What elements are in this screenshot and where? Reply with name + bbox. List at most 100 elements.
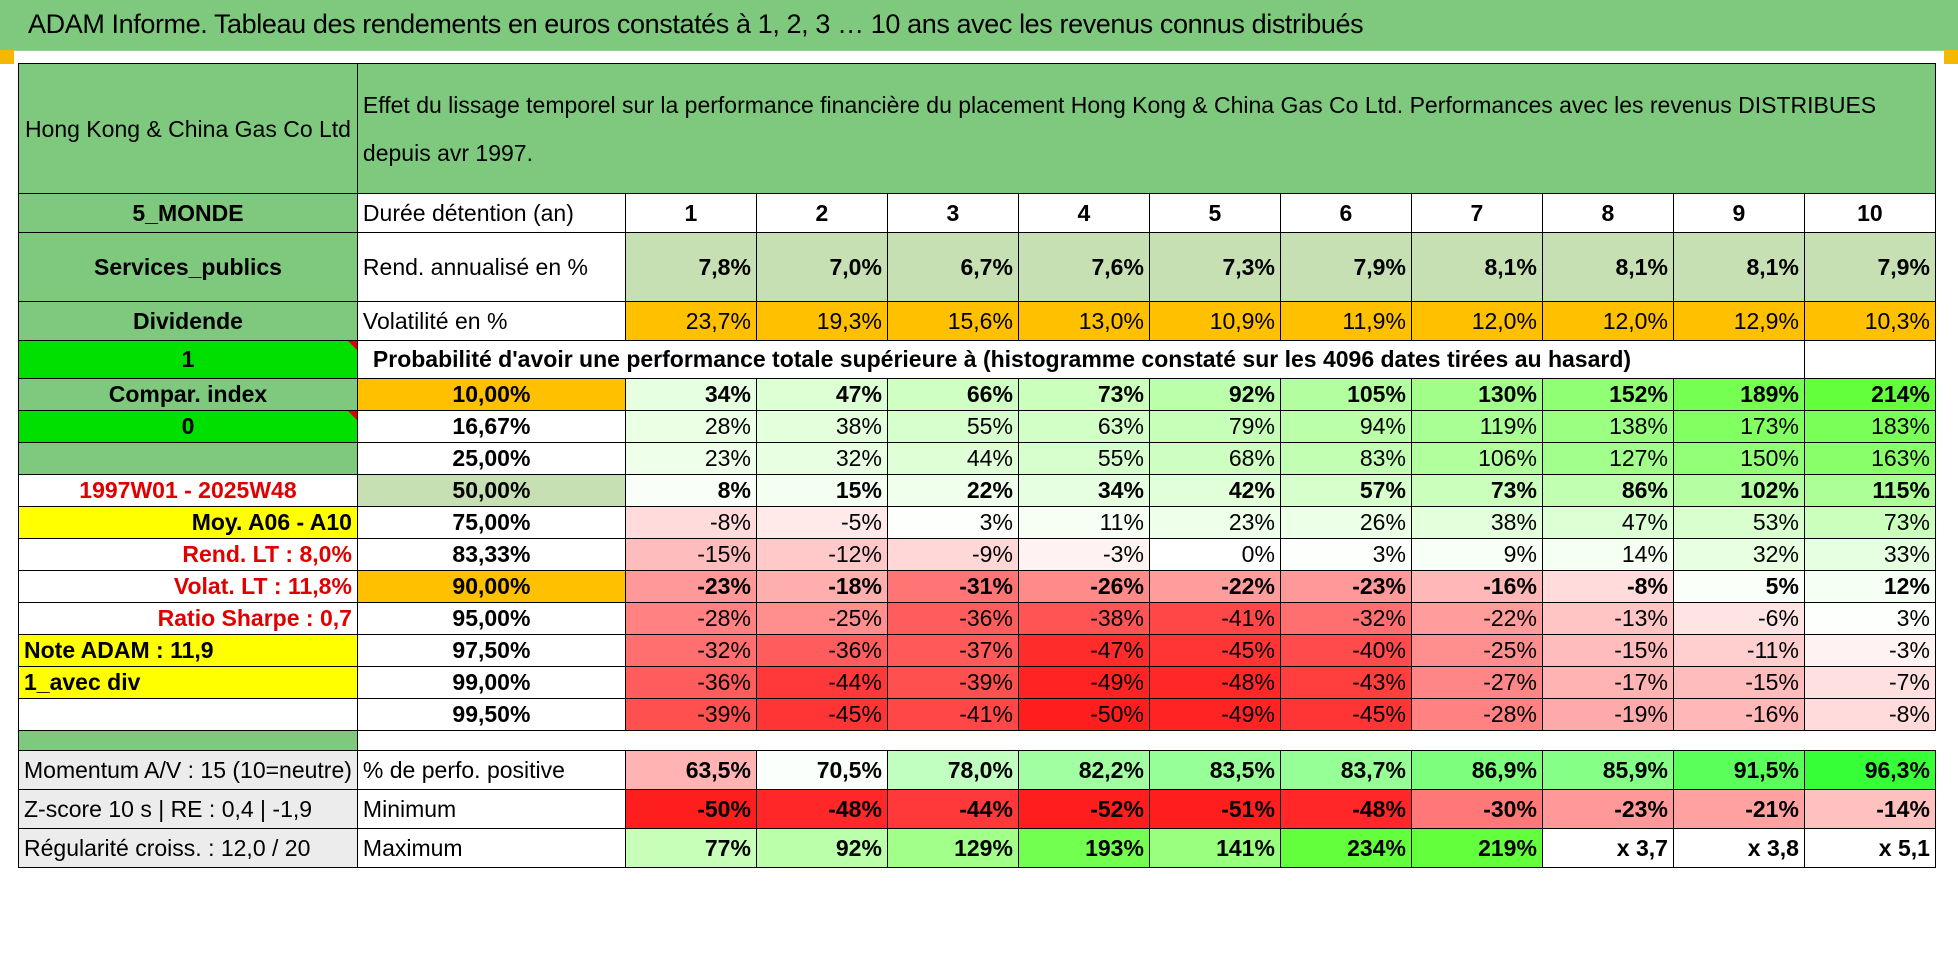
performance-value: -39%: [886, 666, 1019, 699]
long-term-return-label: Rend. LT : 8,0%: [18, 538, 358, 571]
performance-value: -8%: [624, 506, 757, 539]
corner-marker: [0, 50, 14, 64]
performance-value: -17%: [1541, 666, 1674, 699]
minimum-value: -44%: [886, 789, 1019, 829]
maximum-label: Maximum: [356, 828, 626, 868]
performance-value: 11%: [1017, 506, 1150, 539]
year-header: 5: [1148, 193, 1281, 233]
maximum-value: 234%: [1279, 828, 1412, 868]
duration-row: 5_MONDE Durée détention (an) 1 2 3 4 5 6 7 8 9 10: [18, 193, 1936, 233]
volatility-value: 12,0%: [1541, 301, 1674, 341]
probability-header-row: 1 Probabilité d'avoir une performance to…: [18, 340, 1936, 379]
performance-value: -6%: [1672, 602, 1805, 635]
performance-value: -8%: [1803, 698, 1936, 731]
sector-label: Services_publics: [18, 232, 358, 302]
report-title: ADAM Informe. Tableau des rendements en …: [28, 9, 1364, 39]
annualized-return-label: Rend. annualisé en %: [356, 232, 626, 302]
performance-value: -15%: [1541, 634, 1674, 667]
percentile-row: Compar. index 10,00% 34% 47% 66% 73% 92% 105% 13…: [18, 378, 1936, 411]
maximum-value: x 5,1: [1803, 828, 1936, 868]
title-bar: ADAM Informe. Tableau des rendements en …: [0, 0, 1958, 51]
performance-value: -39%: [624, 698, 757, 731]
adam-score-label: Note ADAM : 11,9: [18, 634, 358, 667]
performance-value: -50%: [1017, 698, 1150, 731]
empty-cell: [1673, 340, 1805, 379]
performance-value: 26%: [1279, 506, 1412, 539]
performance-value: 9%: [1410, 538, 1543, 571]
minimum-value: -23%: [1541, 789, 1674, 829]
annualized-return-value: 7,0%: [755, 232, 888, 302]
performance-value: 57%: [1279, 474, 1412, 507]
year-header: 4: [1017, 193, 1150, 233]
percentile-row: Moy. A06 - A10 75,00% -8% -5% 3% 11% 23% 26% 38%…: [18, 506, 1936, 539]
performance-value: 0%: [1148, 538, 1281, 571]
minimum-value: -50%: [624, 789, 757, 829]
maximum-value: 129%: [886, 828, 1019, 868]
minimum-label: Minimum: [356, 789, 626, 829]
annualized-return-value: 6,7%: [886, 232, 1019, 302]
performance-value: 3%: [1279, 538, 1412, 571]
performance-value: 189%: [1672, 378, 1805, 411]
performance-value: -23%: [1279, 570, 1412, 603]
positive-perf-value: 91,5%: [1672, 750, 1805, 790]
performance-value: 115%: [1803, 474, 1936, 507]
minimum-value: -14%: [1803, 789, 1936, 829]
performance-value: 183%: [1803, 410, 1936, 443]
performance-value: 127%: [1541, 442, 1674, 475]
performance-value: 42%: [1148, 474, 1281, 507]
performance-value: -19%: [1541, 698, 1674, 731]
minimum-value: -48%: [1279, 789, 1412, 829]
flag-0-cell: 0: [18, 410, 358, 443]
year-header: 8: [1541, 193, 1674, 233]
performance-value: -36%: [886, 602, 1019, 635]
performance-value: 28%: [624, 410, 757, 443]
performance-value: -48%: [1148, 666, 1281, 699]
performance-value: -31%: [886, 570, 1019, 603]
description-cell: Effet du lissage temporel sur la perform…: [356, 63, 1936, 194]
performance-value: -15%: [1672, 666, 1805, 699]
performance-value: -22%: [1410, 602, 1543, 635]
performance-value: 23%: [624, 442, 757, 475]
performance-value: 63%: [1017, 410, 1150, 443]
volatility-value: 15,6%: [886, 301, 1019, 341]
performance-value: 47%: [1541, 506, 1674, 539]
performance-value: 83%: [1279, 442, 1412, 475]
performance-value: -37%: [886, 634, 1019, 667]
percentile-label: 50,00%: [356, 474, 626, 507]
minimum-value: -21%: [1672, 789, 1805, 829]
percentile-label: 95,00%: [356, 602, 626, 635]
minimum-value: -51%: [1148, 789, 1281, 829]
positive-perf-value: 86,9%: [1410, 750, 1543, 790]
performance-value: 86%: [1541, 474, 1674, 507]
flag-1-cell: 1: [18, 340, 358, 379]
annualized-return-value: 7,3%: [1148, 232, 1281, 302]
maximum-value: x 3,7: [1541, 828, 1674, 868]
annualized-return-value: 7,9%: [1803, 232, 1936, 302]
performance-value: 5%: [1672, 570, 1805, 603]
percentile-row: Volat. LT : 11,8% 90,00% -23% -18% -31% -26% -…: [18, 570, 1936, 603]
summary-row: Momentum A/V : 15 (10=neutre)% de perfo.…: [18, 750, 1936, 790]
performance-value: -36%: [755, 634, 888, 667]
year-header: 2: [755, 193, 888, 233]
performance-value: 138%: [1541, 410, 1674, 443]
summary-row: Régularité croiss. : 12,0 / 20 Maximum 77%…: [18, 828, 1936, 868]
performance-value: 150%: [1672, 442, 1805, 475]
percentile-label: 83,33%: [356, 538, 626, 571]
performance-value: 3%: [1803, 602, 1936, 635]
positive-perf-value: 63,5%: [624, 750, 757, 790]
zscore-label: Z-score 10 s | RE : 0,4 | -1,9: [18, 789, 358, 829]
performance-value: -41%: [886, 698, 1019, 731]
performance-value: 92%: [1148, 378, 1281, 411]
probability-caption: Probabilité d'avoir une performance tota…: [356, 340, 1674, 379]
performance-value: -8%: [1541, 570, 1674, 603]
region-label: 5_MONDE: [18, 193, 358, 233]
header-row: Hong Kong & China Gas Co Ltd Effet du li…: [18, 63, 1936, 194]
performance-value: 12%: [1803, 570, 1936, 603]
performance-value: 44%: [886, 442, 1019, 475]
maximum-value: x 3,8: [1672, 828, 1805, 868]
performance-value: 102%: [1672, 474, 1805, 507]
volatility-value: 13,0%: [1017, 301, 1150, 341]
percentile-row: Note ADAM : 11,9 97,50% -32% -36% -37% -47% -4…: [18, 634, 1936, 667]
performance-value: -3%: [1803, 634, 1936, 667]
volatility-value: 12,9%: [1672, 301, 1805, 341]
